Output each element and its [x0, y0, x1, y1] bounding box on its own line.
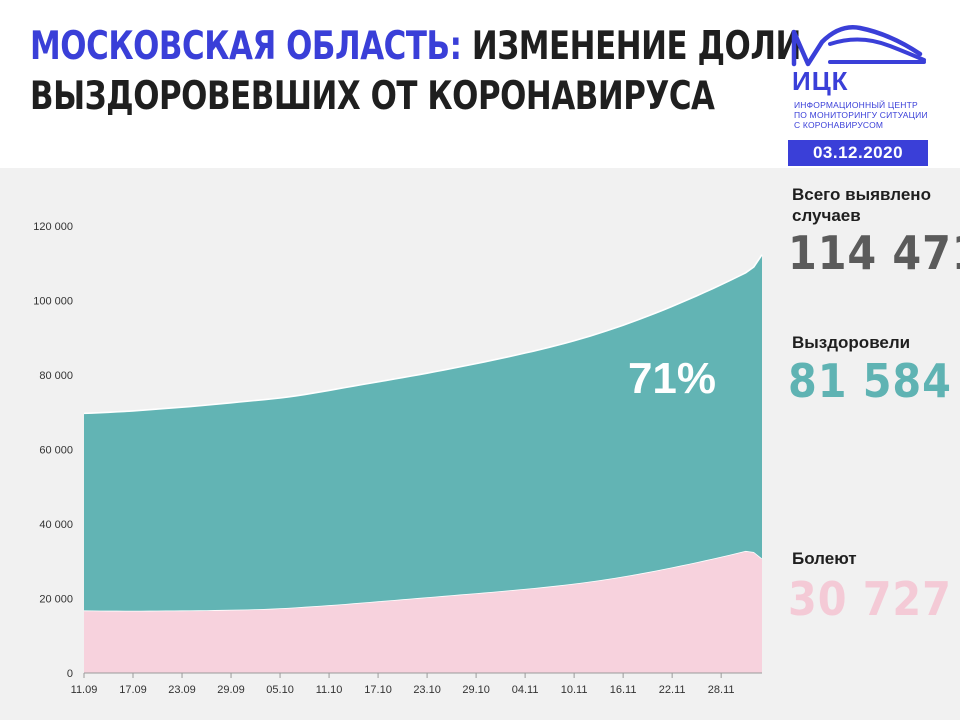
- logo-subtitle-line: Информационный центр: [794, 100, 918, 110]
- title-line-1-rest: изменение доли: [471, 24, 802, 69]
- title-region: Московская область:: [30, 24, 462, 69]
- title-line-2: выздоровевших от коронавируса: [30, 74, 715, 119]
- x-tick-label: 05.10: [266, 684, 294, 696]
- y-tick-label: 60 000: [39, 445, 73, 457]
- x-tick-label: 29.09: [217, 684, 245, 696]
- recovered-value: 81 584: [788, 354, 952, 408]
- x-tick-label: 17.09: [119, 684, 147, 696]
- recovered-share-label: 71%: [628, 354, 716, 403]
- y-tick-label: 120 000: [33, 221, 73, 233]
- x-tick-label: 17.10: [364, 684, 392, 696]
- date-badge: 03.12.2020: [788, 140, 928, 166]
- series-area-recovered: [84, 254, 762, 611]
- logo-subtitle-line: с коронавирусом: [794, 120, 884, 130]
- x-tick-label: 04.11: [512, 684, 539, 696]
- logo-subtitle-line: по мониторингу ситуации: [794, 110, 928, 120]
- sick-label: Болеют: [792, 549, 857, 568]
- logo-name: ИЦК: [792, 66, 849, 96]
- x-tick-label: 10.11: [561, 684, 588, 696]
- x-tick-label: 11.10: [316, 684, 343, 696]
- header: Московская область: изменение доли выздо…: [0, 0, 960, 168]
- total-cases-label: Всего выявлено случаев: [792, 184, 931, 226]
- bridge-logo-icon: [791, 25, 926, 67]
- x-tick-label: 16.11: [610, 684, 637, 696]
- total-cases-value: 114 471: [788, 226, 960, 280]
- x-tick-label: 29.10: [462, 684, 490, 696]
- y-tick-label: 80 000: [39, 370, 73, 382]
- x-tick-label: 23.10: [413, 684, 441, 696]
- y-tick-label: 40 000: [39, 519, 73, 531]
- title-line-1: Московская область: изменение доли: [30, 22, 801, 72]
- x-tick-label: 28.11: [708, 684, 735, 696]
- ick-logo: ИЦК Информационный центр по мониторингу …: [790, 20, 940, 132]
- x-tick-label: 23.09: [168, 684, 196, 696]
- total-cases-label-line: случаев: [792, 206, 861, 225]
- x-tick-label: 11.09: [71, 684, 98, 696]
- y-tick-label: 20 000: [39, 594, 73, 606]
- page-title: Московская область: изменение доли выздо…: [30, 22, 801, 122]
- x-tick-label: 22.11: [659, 684, 686, 696]
- area-chart: 0 20 000 40 000 60 000 80 000 100 000 120 000 1…: [33, 221, 763, 696]
- y-tick-label: 0: [67, 668, 73, 680]
- total-cases-label-line: Всего выявлено: [792, 185, 931, 204]
- recovered-label: Выздоровели: [792, 333, 911, 352]
- y-tick-label: 100 000: [33, 296, 73, 308]
- chart-panel: 0 20 000 40 000 60 000 80 000 100 000 120 000 1…: [0, 168, 960, 720]
- series-top-line: [83, 254, 763, 415]
- logo-subtitle: Информационный центр по мониторингу ситу…: [794, 100, 944, 130]
- sick-value: 30 727: [788, 572, 952, 626]
